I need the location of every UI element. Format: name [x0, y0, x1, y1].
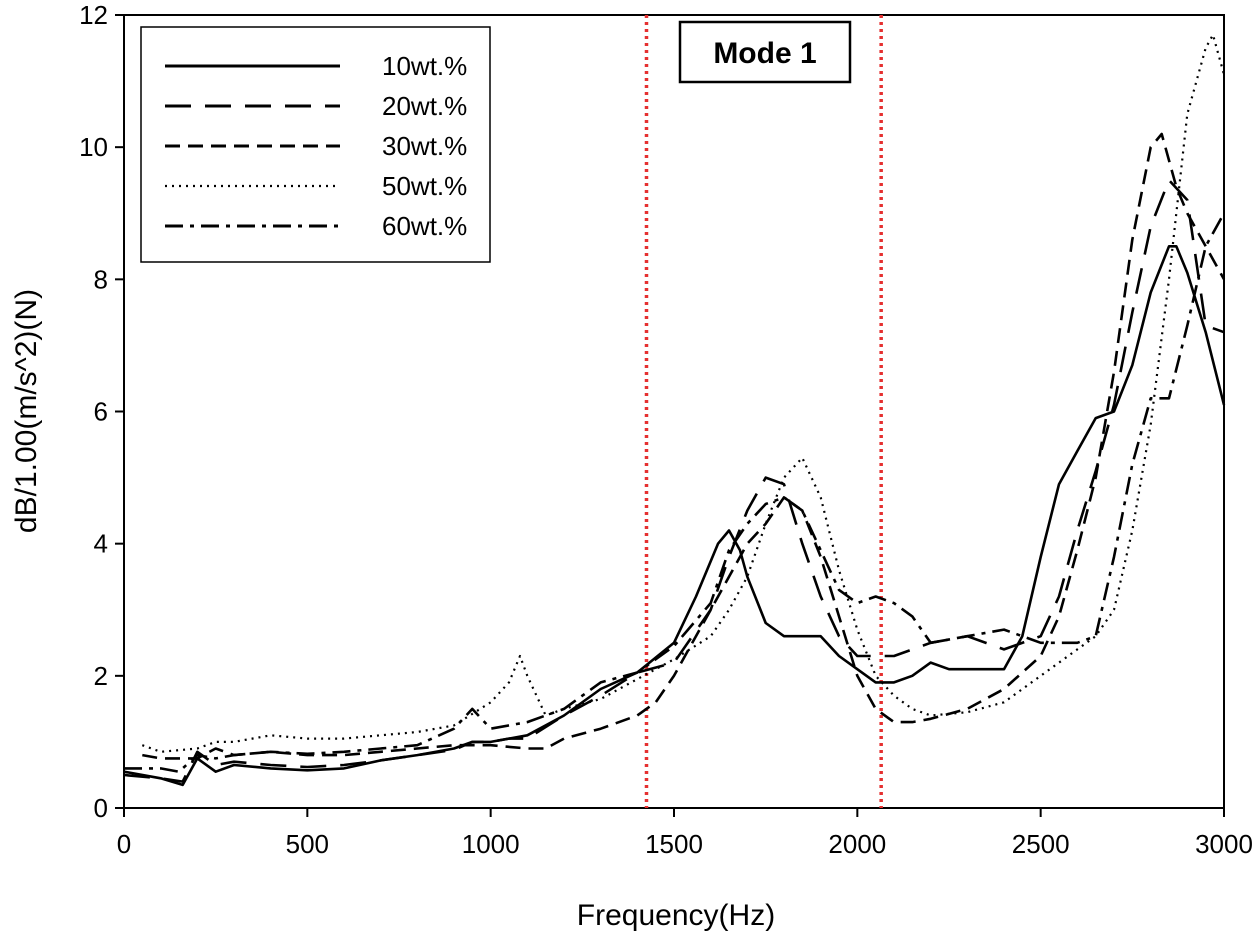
reference-lines: [644, 15, 883, 808]
y-tick-label: 8: [94, 264, 108, 294]
x-tick-label: 0: [117, 829, 131, 859]
legend-label: 50wt.%: [382, 171, 467, 201]
series-line-30wt: [142, 132, 1226, 760]
y-tick-label: 12: [79, 0, 108, 30]
x-tick-label: 2500: [1012, 829, 1070, 859]
y-axis-title: dB/1.00(m/s^2)(N): [10, 289, 43, 533]
y-tick-label: 6: [94, 397, 108, 427]
x-tick-label: 3000: [1195, 829, 1253, 859]
x-tick-label: 1000: [462, 829, 520, 859]
y-tick-label: 0: [94, 793, 108, 823]
legend: 10wt.% 20wt.% 30wt.% 50wt.% 60wt.%: [140, 26, 491, 263]
x-axis-title: Frequency(Hz): [577, 899, 775, 932]
x-axis: 0 500 1000 1500 2000 2500 3000: [117, 808, 1253, 859]
series-layer: [123, 33, 1226, 787]
y-tick-label: 10: [79, 132, 108, 162]
legend-label: 30wt.%: [382, 131, 467, 161]
x-tick-label: 1500: [645, 829, 703, 859]
y-tick-label: 4: [94, 529, 108, 559]
x-tick-label: 500: [286, 829, 329, 859]
annotation-box: Mode 1: [678, 20, 852, 84]
annotation-frame: [678, 20, 852, 84]
y-axis: 0 2 4 6 8 10 12: [79, 0, 124, 823]
series-line-60wt: [124, 212, 1226, 773]
legend-label: 10wt.%: [382, 51, 467, 81]
series-line-20wt: [123, 178, 1225, 783]
x-tick-label: 2000: [828, 829, 886, 859]
series-line-10wt: [123, 245, 1226, 787]
annotation-label: Mode 1: [713, 37, 816, 70]
y-tick-label: 2: [94, 661, 108, 691]
legend-label: 60wt.%: [382, 211, 467, 241]
legend-label: 20wt.%: [382, 91, 467, 121]
